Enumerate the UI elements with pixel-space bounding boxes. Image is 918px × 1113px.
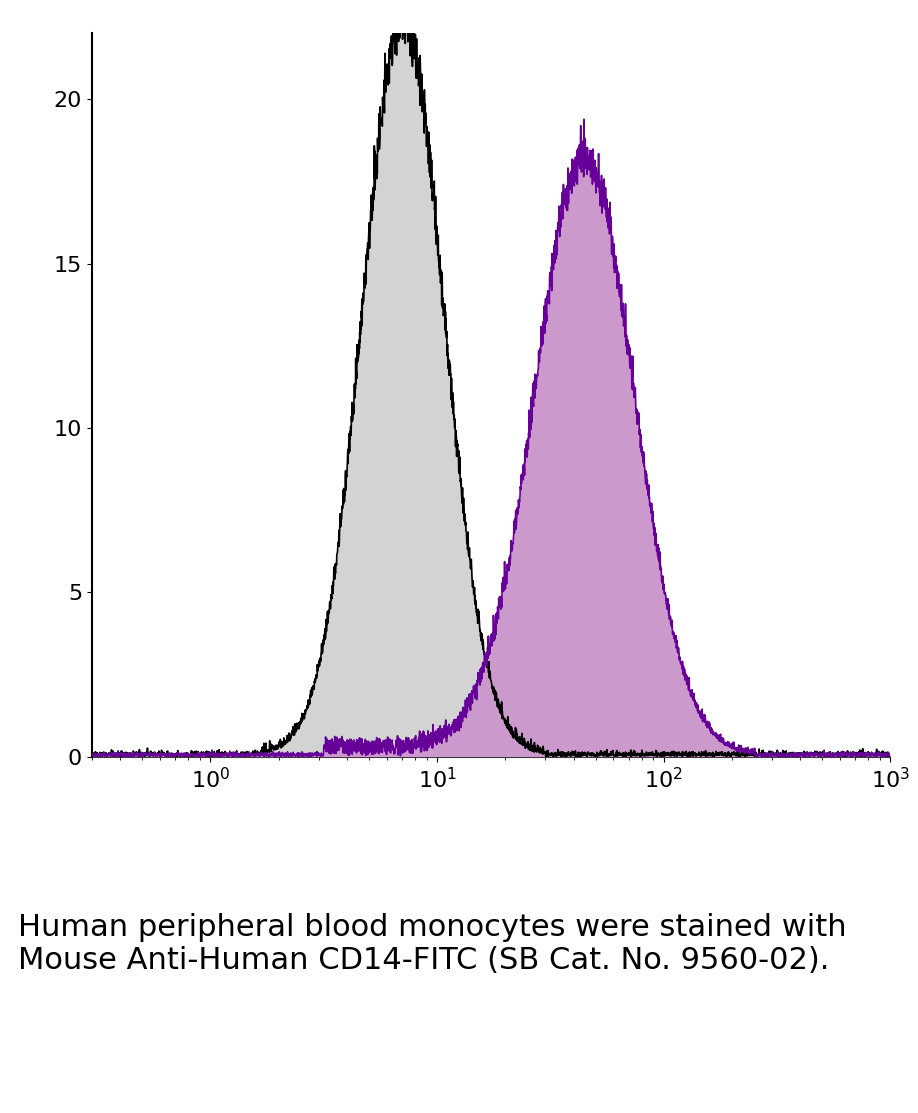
Text: Human peripheral blood monocytes were stained with Mouse Anti-Human CD14-FITC (S: Human peripheral blood monocytes were st… [18,913,847,975]
